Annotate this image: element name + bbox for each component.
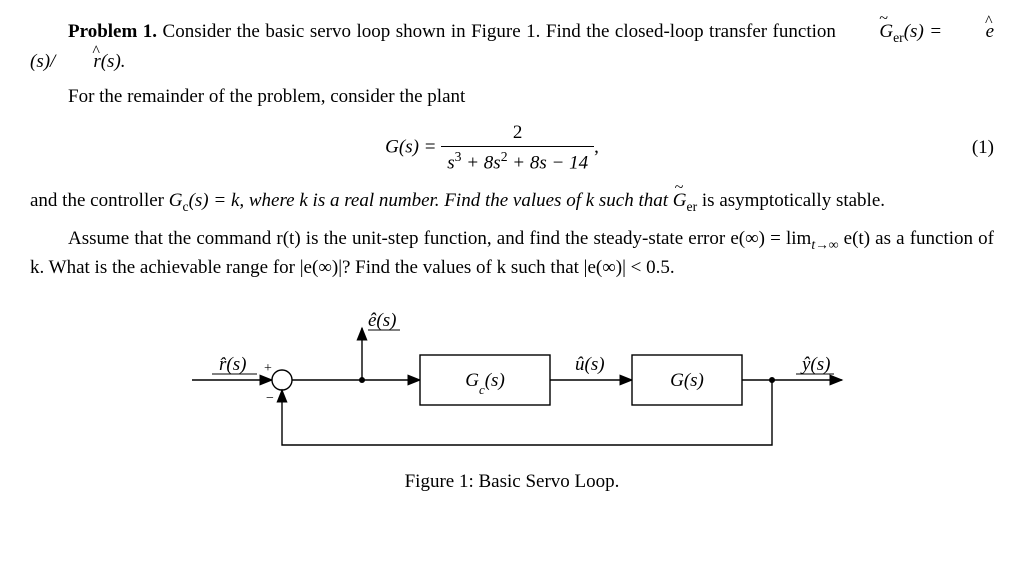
problem-statement-1: Problem 1. Consider the basic servo loop… [30,18,994,75]
figure-caption: Figure 1: Basic Servo Loop. [30,468,994,496]
g-sub: er [893,30,904,45]
den-8s2: + 8s [461,153,500,174]
problem-label: Problem 1. [68,21,157,42]
para-controller: and the controller Gc(s) = k, where k is… [30,187,994,217]
r-hat: r [93,51,100,72]
eq1-number: (1) [954,134,994,162]
svg-text:ê(s): ê(s) [368,310,396,331]
ger-sub: er [687,199,698,214]
p3a: Assume that the command r(t) is the unit… [68,228,811,249]
eq1-lhs: G(s) = [385,136,441,157]
gc-base: G [169,190,183,211]
p2b: (s) = k, where k is a real number. Find … [189,190,673,211]
p2a: and the controller [30,190,169,211]
para-steady-state: Assume that the command r(t) is the unit… [30,225,994,282]
servo-loop-diagram: r̂(s)+−ê(s)Gc(s)û(s)G(s)ŷ(s) [162,300,862,460]
den-s3: s [447,153,454,174]
equation-1: G(s) = 2 s3 + 8s2 + 8s − 14 , (1) [30,119,994,177]
eq1-num: 2 [441,119,594,148]
text-seg: Consider the basic servo loop shown in F… [163,21,842,42]
svg-text:r̂(s): r̂(s) [219,354,246,375]
tf-end: (s). [101,51,126,72]
eq1-trail: , [594,136,599,157]
p2c: is asymptotically stable. [697,190,885,211]
ger-base: G [673,190,687,211]
svg-text:+: + [264,361,272,376]
problem-statement-2: For the remainder of the problem, consid… [30,83,994,111]
tf-mid: (s)/ [30,51,55,72]
eq1-fraction: 2 s3 + 8s2 + 8s − 14 [441,119,594,177]
svg-text:û(s): û(s) [575,354,605,375]
e-hat: e [986,21,994,42]
den-rest: + 8s − 14 [508,153,589,174]
lim-sub: t→∞ [811,237,838,252]
svg-text:−: − [266,391,274,406]
svg-text:G(s): G(s) [670,370,704,391]
g-base: G [879,21,893,42]
tf-arg: (s) = [904,21,948,42]
eq1-den: s3 + 8s2 + 8s − 14 [441,147,594,177]
svg-text:ŷ(s): ŷ(s) [800,354,830,375]
